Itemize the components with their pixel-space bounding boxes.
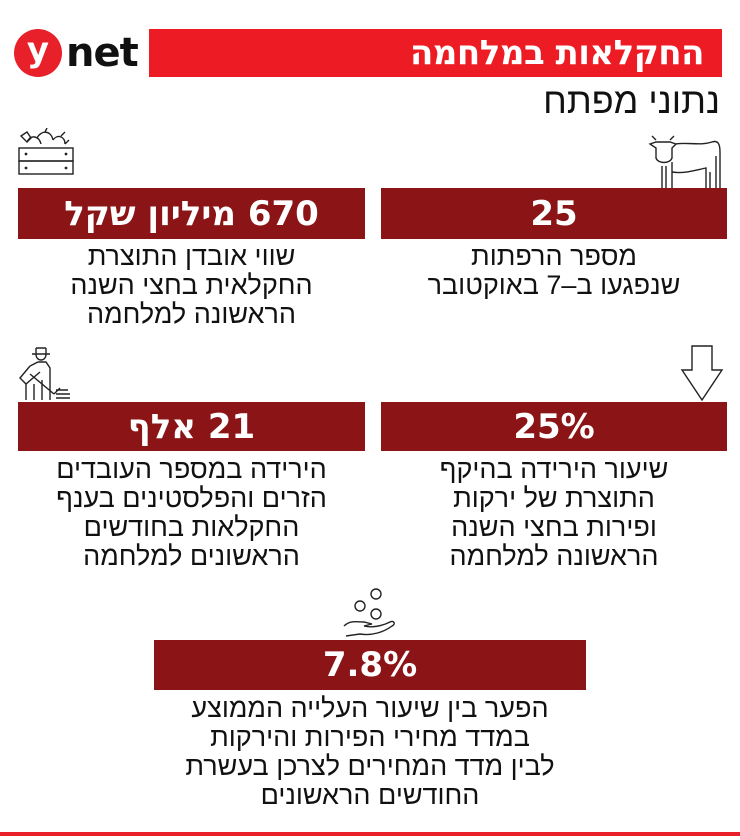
logo-circle: y bbox=[14, 29, 62, 77]
stat-value: 25% bbox=[513, 406, 595, 447]
stat-description: הפער בין שיעור העלייה הממוצע במדד מחירי … bbox=[140, 694, 600, 810]
ynet-logo: y net bbox=[14, 28, 139, 78]
description-line: שנפגעו ב–7 באוקטובר bbox=[427, 270, 681, 300]
stat-value: 7.8% bbox=[322, 645, 418, 685]
stat-value: 670 מיליון שקל bbox=[64, 193, 319, 234]
stat-description: שיעור הירידה בהיקף התוצרת של ירקות ופירו… bbox=[381, 455, 727, 571]
stat-value: 25 bbox=[530, 193, 578, 234]
page-subtitle: נתוני מפתח bbox=[543, 80, 720, 121]
stat-value: 21 אלף bbox=[127, 406, 256, 447]
page-title: החקלאות במלחמה bbox=[409, 33, 705, 73]
description-line: הראשונה למלחמה bbox=[86, 299, 297, 329]
description-line: החקלאות בחודשים bbox=[83, 512, 300, 542]
hand-coins-icon bbox=[342, 586, 398, 638]
description-line: הפער בין שיעור העלייה הממוצע bbox=[191, 693, 549, 723]
description-line: במדד מחירי הפירות והירקות bbox=[210, 722, 530, 752]
cow-icon bbox=[648, 132, 724, 190]
stat-description: שווי אובדן התוצרת החקלאית בחצי השנה הראש… bbox=[18, 242, 365, 329]
produce-crate-icon bbox=[17, 128, 77, 188]
bottom-divider bbox=[0, 832, 740, 836]
description-line: החודשים הראשונים bbox=[260, 780, 480, 810]
down-arrow-icon bbox=[680, 344, 724, 402]
logo-word: net bbox=[66, 30, 139, 76]
stat-value-bar: 25% bbox=[381, 402, 727, 451]
description-line: הזרים והפלסטינים בענף bbox=[56, 483, 327, 513]
description-line: התוצרת של ירקות bbox=[453, 483, 655, 513]
description-line: הירידה במספר העובדים bbox=[56, 454, 327, 484]
description-line: שווי אובדן התוצרת bbox=[87, 241, 296, 271]
stat-value-bar: 670 מיליון שקל bbox=[18, 188, 365, 239]
description-line: הראשונים למלחמה bbox=[83, 541, 300, 571]
stat-description: הירידה במספר העובדים הזרים והפלסטינים בע… bbox=[18, 455, 365, 571]
description-line: ופירות בחצי השנה bbox=[451, 512, 657, 542]
description-line: הראשונה למלחמה bbox=[449, 541, 659, 571]
stat-value-bar: 21 אלף bbox=[18, 402, 365, 451]
description-line: שיעור הירידה בהיקף bbox=[439, 454, 669, 484]
description-line: לבין מדד המחירים לצרכן בעשרת bbox=[185, 751, 555, 781]
description-line: מספר הרפתות bbox=[471, 241, 637, 271]
stat-description: מספר הרפתות שנפגעו ב–7 באוקטובר bbox=[381, 242, 727, 300]
stat-value-bar: 25 bbox=[381, 188, 727, 239]
stat-value-bar: 7.8% bbox=[154, 640, 586, 690]
farm-worker-icon bbox=[16, 344, 76, 402]
description-line: החקלאית בחצי השנה bbox=[70, 270, 313, 300]
title-bar: החקלאות במלחמה bbox=[149, 29, 722, 77]
